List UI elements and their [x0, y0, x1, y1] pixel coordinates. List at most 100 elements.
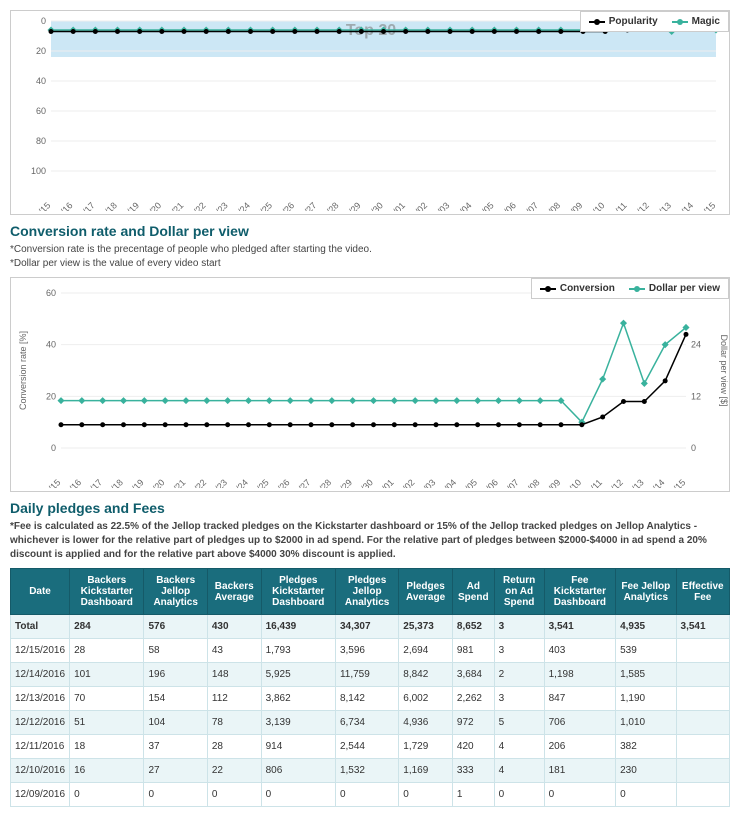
svg-text:12/12: 12/12	[628, 200, 651, 211]
table-cell: 1,169	[399, 759, 453, 783]
legend-label: Magic	[692, 16, 720, 27]
table-header-row: DateBackers Kickstarter DashboardBackers…	[11, 569, 730, 615]
table-cell: 230	[616, 759, 676, 783]
table-cell: 16,439	[261, 615, 335, 639]
svg-text:11/30: 11/30	[362, 200, 385, 211]
table-cell: 51	[70, 711, 144, 735]
svg-text:11/15: 11/15	[40, 477, 63, 488]
table-header-cell: Backers Kickstarter Dashboard	[70, 569, 144, 615]
table-cell: 0	[399, 783, 453, 807]
svg-text:12/14: 12/14	[644, 477, 667, 488]
table-cell: 420	[452, 735, 494, 759]
table-cell: 0	[494, 783, 544, 807]
svg-text:80: 80	[36, 136, 46, 146]
chart2-title: Conversion rate and Dollar per view	[10, 223, 730, 239]
table-cell: 206	[544, 735, 615, 759]
table-header-cell: Return on Ad Spend	[494, 569, 544, 615]
table-cell: 4	[494, 735, 544, 759]
chart1-legend: Popularity Magic	[580, 11, 729, 32]
svg-text:60: 60	[36, 106, 46, 116]
svg-text:40: 40	[36, 76, 46, 86]
svg-text:11/21: 11/21	[165, 477, 188, 488]
table-cell: 0	[144, 783, 207, 807]
svg-text:24: 24	[691, 340, 701, 350]
svg-text:11/16: 11/16	[61, 477, 84, 488]
svg-text:Dollar per view [$]: Dollar per view [$]	[719, 334, 729, 406]
conversion-dollar-chart: Conversion Dollar per view 0204060012243…	[10, 277, 730, 492]
table-cell: 5	[494, 711, 544, 735]
pledges-table-wrap: DateBackers Kickstarter DashboardBackers…	[10, 568, 730, 807]
table-cell	[676, 783, 729, 807]
table-cell: 0	[70, 783, 144, 807]
svg-text:12/14: 12/14	[672, 200, 695, 211]
table-note: *Fee is calculated as 22.5% of the Jello…	[10, 520, 730, 562]
table-cell: 430	[207, 615, 261, 639]
table-cell: 1,585	[616, 663, 676, 687]
svg-text:12/04: 12/04	[451, 200, 474, 211]
table-cell: 2	[494, 663, 544, 687]
table-row: 12/11/20161837289142,5441,7294204206382	[11, 735, 730, 759]
table-cell: 58	[144, 639, 207, 663]
svg-text:60: 60	[46, 288, 56, 298]
table-cell: 0	[335, 783, 398, 807]
svg-text:11/20: 11/20	[141, 200, 164, 211]
svg-text:12/03: 12/03	[414, 477, 437, 488]
svg-text:11/22: 11/22	[185, 200, 208, 211]
table-cell: 8,142	[335, 687, 398, 711]
svg-text:12/13: 12/13	[623, 477, 646, 488]
svg-text:12/02: 12/02	[394, 477, 417, 488]
legend-label: Conversion	[560, 283, 615, 294]
svg-text:0: 0	[691, 443, 696, 453]
table-cell: 12/14/2016	[11, 663, 70, 687]
table-cell: 1,729	[399, 735, 453, 759]
svg-text:11/29: 11/29	[340, 200, 363, 211]
svg-text:12/10: 12/10	[560, 477, 583, 488]
table-cell: 104	[144, 711, 207, 735]
table-cell: 112	[207, 687, 261, 711]
table-cell	[676, 735, 729, 759]
table-cell: 576	[144, 615, 207, 639]
svg-text:12/11: 12/11	[606, 200, 629, 211]
svg-text:12/12: 12/12	[602, 477, 625, 488]
svg-text:12/11: 12/11	[582, 477, 605, 488]
table-row: 12/10/20161627228061,5321,1693334181230	[11, 759, 730, 783]
table-cell: 2,544	[335, 735, 398, 759]
table-cell: 2,262	[452, 687, 494, 711]
table-title: Daily pledges and Fees	[10, 500, 730, 516]
legend-item-popularity: Popularity	[589, 16, 658, 27]
svg-text:11/26: 11/26	[269, 477, 292, 488]
table-cell: 382	[616, 735, 676, 759]
table-cell: 3,596	[335, 639, 398, 663]
table-cell	[676, 759, 729, 783]
table-cell: 2,694	[399, 639, 453, 663]
table-cell: 403	[544, 639, 615, 663]
svg-text:12/03: 12/03	[428, 200, 451, 211]
table-cell: 0	[544, 783, 615, 807]
table-cell: 806	[261, 759, 335, 783]
table-cell: 34,307	[335, 615, 398, 639]
svg-text:12/01: 12/01	[373, 477, 396, 488]
svg-text:12/15: 12/15	[664, 477, 687, 488]
svg-text:11/23: 11/23	[207, 200, 230, 211]
svg-text:12/08: 12/08	[539, 200, 562, 211]
table-cell: 3	[494, 687, 544, 711]
table-header-cell: Pledges Jellop Analytics	[335, 569, 398, 615]
table-row: 12/14/20161011961485,92511,7598,8423,684…	[11, 663, 730, 687]
table-cell: 27	[144, 759, 207, 783]
table-header-cell: Date	[11, 569, 70, 615]
table-cell: 8,842	[399, 663, 453, 687]
table-cell: 3,139	[261, 711, 335, 735]
svg-text:11/26: 11/26	[274, 200, 297, 211]
svg-text:11/28: 11/28	[318, 200, 341, 211]
svg-text:11/28: 11/28	[311, 477, 334, 488]
svg-text:12/06: 12/06	[495, 200, 518, 211]
table-cell: Total	[11, 615, 70, 639]
svg-text:20: 20	[46, 391, 56, 401]
table-cell: 3,862	[261, 687, 335, 711]
table-cell: 196	[144, 663, 207, 687]
table-cell: 70	[70, 687, 144, 711]
legend-item-magic: Magic	[672, 16, 720, 27]
table-cell: 3,541	[544, 615, 615, 639]
svg-text:12/05: 12/05	[473, 200, 496, 211]
svg-text:0: 0	[51, 443, 56, 453]
